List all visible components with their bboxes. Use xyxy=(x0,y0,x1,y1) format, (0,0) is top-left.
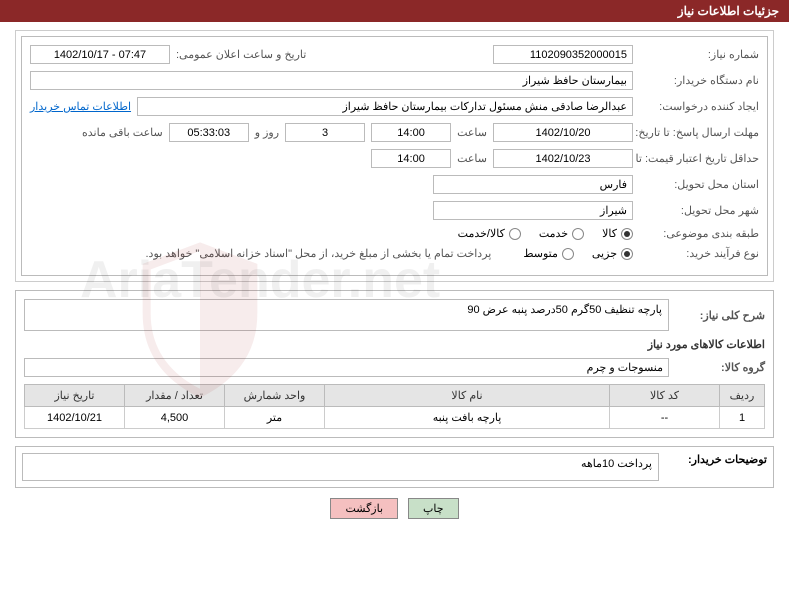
category-label: طبقه بندی موضوعی: xyxy=(639,227,759,240)
countdown-field: 05:33:03 xyxy=(169,123,249,142)
table-header-row: ردیف کد کالا نام کالا واحد شمارش تعداد /… xyxy=(25,385,765,407)
radio-small-label: جزیی xyxy=(592,247,617,260)
description-panel: شرح کلی نیاز: پارچه تنظیف 50گرم 50درصد پ… xyxy=(15,290,774,438)
category-radios: کالا خدمت کالا/خدمت xyxy=(458,227,633,240)
desc-title-label: شرح کلی نیاز: xyxy=(675,309,765,322)
need-no-label: شماره نیاز: xyxy=(639,48,759,61)
radio-medium-label: متوسط xyxy=(523,247,558,260)
radio-both[interactable]: کالا/خدمت xyxy=(458,227,521,240)
deadline-date-field: 1402/10/20 xyxy=(493,123,633,142)
goods-table: ردیف کد کالا نام کالا واحد شمارش تعداد /… xyxy=(24,384,765,429)
td-name: پارچه بافت پنبه xyxy=(325,407,610,429)
buyer-contact-link[interactable]: اطلاعات تماس خریدار xyxy=(30,100,131,113)
radio-service[interactable]: خدمت xyxy=(539,227,584,240)
remain-label: ساعت باقی مانده xyxy=(82,126,163,139)
announce-label: تاریخ و ساعت اعلان عمومی: xyxy=(176,48,306,61)
radio-medium[interactable]: متوسط xyxy=(523,247,574,260)
group-field: منسوجات و چرم xyxy=(24,358,669,377)
requester-field: عبدالرضا صادقی منش مسئول تدارکات بیمارست… xyxy=(137,97,633,116)
radio-goods-label: کالا xyxy=(602,227,617,240)
deadline-time-label: ساعت xyxy=(457,126,487,139)
radio-goods-circle xyxy=(621,228,633,240)
buyer-note-panel: توضیحات خریدار: پرداخت 10ماهه xyxy=(15,446,774,488)
validity-date-field: 1402/10/23 xyxy=(493,149,633,168)
city-field: شیراز xyxy=(433,201,633,220)
td-unit: متر xyxy=(225,407,325,429)
buyer-org-label: نام دستگاه خریدار: xyxy=(639,74,759,87)
validity-time-label: ساعت xyxy=(457,152,487,165)
row-desc-title: شرح کلی نیاز: پارچه تنظیف 50گرم 50درصد پ… xyxy=(24,299,765,331)
buyer-org-field: بیمارستان حافظ شیراز xyxy=(30,71,633,90)
page-header: جزئیات اطلاعات نیاز xyxy=(0,0,789,22)
row-province: استان محل تحویل: فارس xyxy=(30,175,759,194)
td-qty: 4,500 xyxy=(125,407,225,429)
desc-title-field: پارچه تنظیف 50گرم 50درصد پنبه عرض 90 xyxy=(24,299,669,331)
th-row: ردیف xyxy=(720,385,765,407)
radio-goods[interactable]: کالا xyxy=(602,227,633,240)
details-panel: شماره نیاز: 1102090352000015 تاریخ و ساع… xyxy=(21,36,768,276)
button-row: چاپ بازگشت xyxy=(0,498,789,519)
radio-medium-circle xyxy=(562,248,574,260)
row-city: شهر محل تحویل: شیراز xyxy=(30,201,759,220)
need-no-field: 1102090352000015 xyxy=(493,45,633,64)
td-date: 1402/10/21 xyxy=(25,407,125,429)
announce-field: 1402/10/17 - 07:47 xyxy=(30,45,170,64)
row-validity: حداقل تاریخ اعتبار قیمت: تا تاریخ: 1402/… xyxy=(30,149,759,168)
group-label: گروه کالا: xyxy=(675,361,765,374)
deadline-label: مهلت ارسال پاسخ: تا تاریخ: xyxy=(639,126,759,139)
payment-note: پرداخت تمام یا بخشی از مبلغ خرید، از محل… xyxy=(146,247,492,260)
days-remaining-field: 3 xyxy=(285,123,365,142)
row-need-number: شماره نیاز: 1102090352000015 تاریخ و ساع… xyxy=(30,45,759,64)
back-button[interactable]: بازگشت xyxy=(330,498,398,519)
process-radios: جزیی متوسط xyxy=(523,247,633,260)
days-and-label: روز و xyxy=(255,126,279,139)
row-requester: ایجاد کننده درخواست: عبدالرضا صادقی منش … xyxy=(30,97,759,116)
radio-both-label: کالا/خدمت xyxy=(458,227,505,240)
process-label: نوع فرآیند خرید: xyxy=(639,247,759,260)
row-process: نوع فرآیند خرید: جزیی متوسط پرداخت تمام … xyxy=(30,247,759,260)
province-field: فارس xyxy=(433,175,633,194)
radio-service-label: خدمت xyxy=(539,227,568,240)
row-group: گروه کالا: منسوجات و چرم xyxy=(24,358,765,377)
th-date: تاریخ نیاز xyxy=(25,385,125,407)
city-label: شهر محل تحویل: xyxy=(639,204,759,217)
table-row: 1 -- پارچه بافت پنبه متر 4,500 1402/10/2… xyxy=(25,407,765,429)
validity-label: حداقل تاریخ اعتبار قیمت: تا تاریخ: xyxy=(639,152,759,165)
buyer-note-field: پرداخت 10ماهه xyxy=(22,453,659,481)
th-qty: تعداد / مقدار xyxy=(125,385,225,407)
row-deadline: مهلت ارسال پاسخ: تا تاریخ: 1402/10/20 سا… xyxy=(30,123,759,142)
row-buyer-org: نام دستگاه خریدار: بیمارستان حافظ شیراز xyxy=(30,71,759,90)
td-idx: 1 xyxy=(720,407,765,429)
buyer-note-label: توضیحات خریدار: xyxy=(667,453,767,481)
goods-heading: اطلاعات کالاهای مورد نیاز xyxy=(24,338,765,351)
th-name: نام کالا xyxy=(325,385,610,407)
radio-both-circle xyxy=(509,228,521,240)
radio-small-circle xyxy=(621,248,633,260)
th-unit: واحد شمارش xyxy=(225,385,325,407)
deadline-time-field: 14:00 xyxy=(371,123,451,142)
row-category: طبقه بندی موضوعی: کالا خدمت کالا/خدمت xyxy=(30,227,759,240)
validity-time-field: 14:00 xyxy=(371,149,451,168)
th-code: کد کالا xyxy=(610,385,720,407)
requester-label: ایجاد کننده درخواست: xyxy=(639,100,759,113)
radio-small[interactable]: جزیی xyxy=(592,247,633,260)
print-button[interactable]: چاپ xyxy=(408,498,459,519)
main-frame: شماره نیاز: 1102090352000015 تاریخ و ساع… xyxy=(15,30,774,282)
province-label: استان محل تحویل: xyxy=(639,178,759,191)
radio-service-circle xyxy=(572,228,584,240)
td-code: -- xyxy=(610,407,720,429)
page-title: جزئیات اطلاعات نیاز xyxy=(678,4,779,18)
